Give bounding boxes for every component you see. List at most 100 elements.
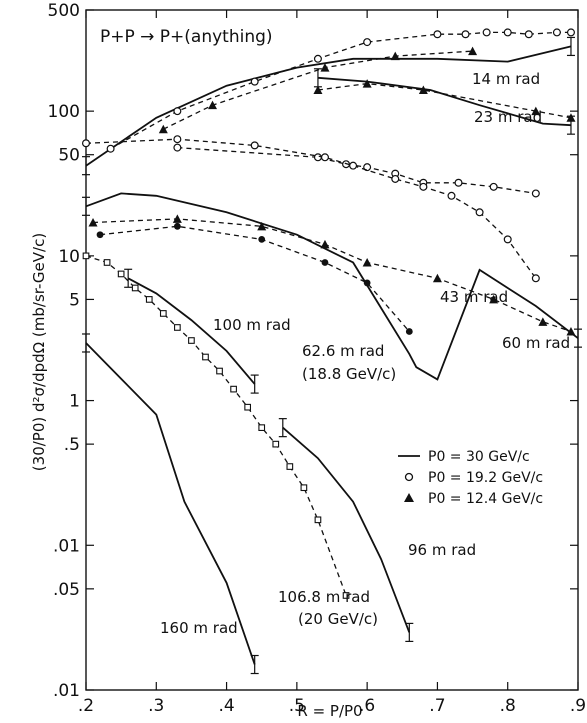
chart-title: P+P → P+(anything) <box>100 27 273 47</box>
data-point-open-circle <box>552 28 561 37</box>
annotation-96: 96 m rad <box>408 541 476 559</box>
series-line-12 <box>127 277 256 385</box>
data-point-open-circle <box>363 163 372 172</box>
data-point-open-circle <box>173 143 182 152</box>
y-axis-label: (30/P0) d²σ/dpdΩ (mb/sr-GeV/c) <box>30 233 48 471</box>
data-point-square <box>244 403 252 411</box>
data-point-open-circle <box>320 153 329 162</box>
legend-label-19-2: P0 = 19.2 GeV/c <box>428 470 543 486</box>
data-point-filled-circle <box>363 279 371 287</box>
data-point-square <box>174 324 181 331</box>
data-point-triangle <box>566 113 576 122</box>
data-point-square <box>159 310 167 317</box>
data-point-triangle <box>432 273 442 283</box>
x-tick-label: .6 <box>359 696 375 716</box>
data-point-square <box>82 252 90 260</box>
annotation-160: 160 m rad <box>160 619 238 637</box>
x-tick-label: .9 <box>570 696 586 716</box>
series-line-11 <box>85 342 256 665</box>
data-point-triangle <box>390 51 400 61</box>
x-tick-label: .3 <box>148 696 164 716</box>
legend-label-12-4: P0 = 12.4 GeV/c <box>428 491 543 507</box>
data-point-square <box>314 516 322 524</box>
series-line-0 <box>85 45 572 167</box>
data-point-square <box>272 440 280 448</box>
x-tick-label: .4 <box>218 696 234 716</box>
y-tick-label: 1 <box>69 392 80 412</box>
series-line-4 <box>177 146 536 195</box>
y-tick-label: 5 <box>69 290 80 310</box>
series-line-10 <box>85 255 347 596</box>
y-tick-label: 500 <box>48 1 80 21</box>
series-layer <box>81 28 582 675</box>
data-point-open-circle <box>461 30 470 39</box>
annotation-18-8: (18.8 GeV/c) <box>302 365 396 383</box>
x-axis-label: R = P/P0 <box>297 702 362 720</box>
data-point-triangle <box>566 327 576 336</box>
data-point-triangle <box>418 85 428 95</box>
data-point-square <box>188 337 195 344</box>
data-point-open-circle <box>313 153 322 162</box>
series-line-13 <box>282 426 411 633</box>
data-point-triangle <box>538 317 548 326</box>
data-point-open-circle <box>349 161 358 170</box>
data-point-square <box>103 259 111 266</box>
y-tick-label: 100 <box>48 102 80 122</box>
data-point-filled-circle <box>173 222 181 230</box>
x-tick-label: .8 <box>500 696 516 716</box>
y-tick-label: 50 <box>58 146 80 166</box>
data-point-triangle <box>489 294 499 304</box>
data-point-filled-circle <box>405 328 413 335</box>
data-point-triangle <box>320 239 330 249</box>
data-point-square <box>117 270 125 278</box>
x-tick-label: .7 <box>429 696 445 716</box>
y-tick-label: .01 <box>53 681 80 701</box>
data-point-open-circle <box>173 107 182 116</box>
data-point-filled-circle <box>96 231 104 239</box>
data-point-open-circle <box>482 28 491 37</box>
data-point-open-circle <box>313 54 322 63</box>
series-line-1 <box>110 31 571 150</box>
series-line-3 <box>317 76 572 127</box>
annotation-106-8: 106.8 m rad <box>278 588 370 606</box>
data-point-triangle <box>88 218 98 227</box>
data-point-open-circle <box>363 38 372 47</box>
data-point-square <box>145 296 153 303</box>
data-point-square <box>286 463 294 470</box>
data-point-triangle <box>531 106 541 116</box>
data-point-triangle <box>362 79 372 88</box>
data-point-triangle <box>208 100 218 110</box>
data-point-open-circle <box>566 28 575 37</box>
data-point-triangle <box>468 46 478 56</box>
data-point-filled-circle <box>258 235 266 243</box>
data-point-square <box>300 484 308 492</box>
legend-open-circle-marker <box>404 472 414 482</box>
data-point-open-circle <box>454 178 463 187</box>
data-point-open-circle <box>489 182 498 191</box>
annotation-14: 14 m rad <box>472 70 540 88</box>
legend-triangle-marker <box>404 493 414 502</box>
tick-layer: .2 .3 .4 .5 .6 .7 .8 .9 500 100 50 10 5 1 .5 .01 .05 .01 <box>48 1 587 716</box>
data-point-open-circle <box>419 182 428 191</box>
data-point-open-circle <box>531 189 540 198</box>
data-point-open-circle <box>531 274 540 283</box>
data-point-open-circle <box>391 174 400 183</box>
x-tick-label: .5 <box>289 696 305 716</box>
data-point-square <box>342 592 350 599</box>
y-tick-label: 10 <box>58 247 80 267</box>
data-point-open-circle <box>524 30 533 39</box>
data-point-open-circle <box>250 77 259 86</box>
data-point-open-circle <box>250 141 259 150</box>
data-point-open-circle <box>433 30 442 39</box>
annotation-20: (20 GeV/c) <box>298 610 378 628</box>
annotation-100: 100 m rad <box>213 316 291 334</box>
data-point-triangle <box>257 221 267 231</box>
annotation-23: 23 m rad <box>474 108 542 126</box>
series-line-6 <box>85 192 579 381</box>
data-point-triangle <box>158 124 168 134</box>
data-point-open-circle <box>503 235 512 244</box>
series-line-7 <box>85 138 537 279</box>
data-point-square <box>131 284 139 292</box>
